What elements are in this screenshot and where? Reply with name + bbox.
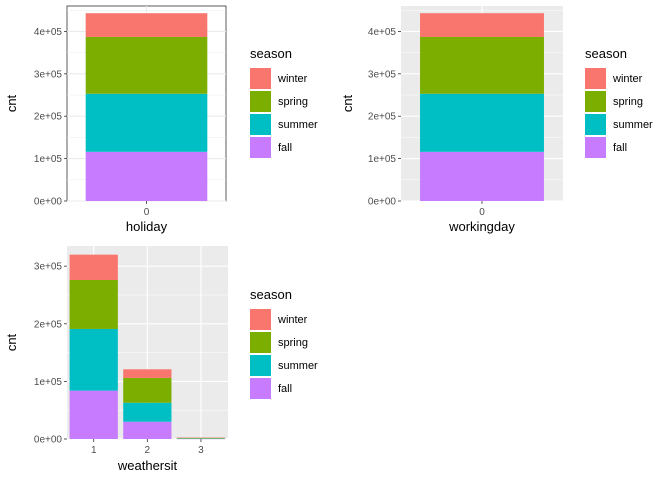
y-tick-label: 1e+05 [368,154,397,165]
panel-3: 0e+00 1e+05 2e+05 3e+05 1 2 3 weathersit cnt seas… [4,246,318,473]
y-tick-label: 3e+05 [368,69,397,80]
legend-label-summer: summer [278,360,318,372]
legend-key-summer [250,355,271,376]
legend: season winter spring summer fall [585,46,653,158]
legend-label-fall: fall [278,142,292,154]
x-tick-label: 3 [198,445,204,456]
bar-winter-0 [85,13,208,37]
legend-label-fall: fall [613,142,627,154]
y-tick-label: 2e+05 [34,112,63,123]
y-tick-label: 1e+05 [34,154,63,165]
y-tick-label: 4e+05 [34,27,63,38]
bar-spring-1 [69,279,118,329]
y-tick-label: 4e+05 [368,27,397,38]
legend-title: season [585,46,627,61]
legend-key-fall [250,378,271,399]
y-tick-label: 1e+05 [34,377,63,388]
bar-summer-0 [420,93,544,152]
legend-label-spring: spring [613,96,643,108]
bar-fall-2 [123,421,172,439]
x-tick-label: 2 [145,445,151,456]
x-tick-label: 0 [144,207,150,218]
legend-key-winter [585,68,606,89]
y-tick-label: 0e+00 [368,197,397,208]
legend-label-fall: fall [278,383,292,395]
bar-spring-3 [176,437,226,439]
legend-title: season [250,287,292,302]
bar-summer-2 [123,402,172,422]
legend-key-summer [585,114,606,135]
legend-key-fall [585,137,606,158]
legend: season winter spring summer fall [250,287,318,399]
legend-label-spring: spring [278,96,308,108]
bar-spring-0 [85,36,208,94]
legend-key-summer [250,114,271,135]
bar-spring-2 [123,377,172,403]
y-tick-label: 2e+05 [34,319,63,330]
legend-key-fall [250,137,271,158]
legend-key-winter [250,309,271,330]
legend-key-spring [585,91,606,112]
bar-spring-0 [420,36,544,94]
legend-key-spring [250,91,271,112]
y-axis-title: cnt [340,94,355,112]
bar-fall-0 [85,151,208,201]
bar-summer-1 [69,328,118,391]
legend-label-summer: summer [278,119,318,131]
bar-winter-0 [420,13,544,37]
legend-label-winter: winter [612,73,643,85]
y-tick-label: 3e+05 [34,262,63,273]
x-axis-title: weathersit [117,458,178,473]
x-tick-label: 0 [479,207,485,218]
x-axis-title: holiday [126,219,168,234]
y-axis-title: cnt [4,94,19,112]
legend-title: season [250,46,292,61]
legend-label-spring: spring [278,337,308,349]
legend-key-winter [250,68,271,89]
y-tick-label: 0e+00 [34,197,63,208]
y-tick-label: 0e+00 [34,435,63,446]
bar-fall-0 [420,151,544,201]
y-tick-label: 3e+05 [34,69,63,80]
y-tick-label: 2e+05 [368,112,397,123]
legend-key-spring [250,332,271,353]
legend-label-summer: summer [613,119,653,131]
y-axis-title: cnt [4,333,19,351]
x-tick-label: 1 [91,445,97,456]
legend-label-winter: winter [277,314,308,326]
legend-label-winter: winter [277,73,308,85]
x-axis-title: workingday [448,219,515,234]
bar-fall-1 [69,390,118,439]
bar-winter-2 [123,369,172,378]
legend: season winter spring summer fall [250,46,318,158]
bar-summer-0 [85,93,208,152]
bar-winter-1 [69,254,118,280]
